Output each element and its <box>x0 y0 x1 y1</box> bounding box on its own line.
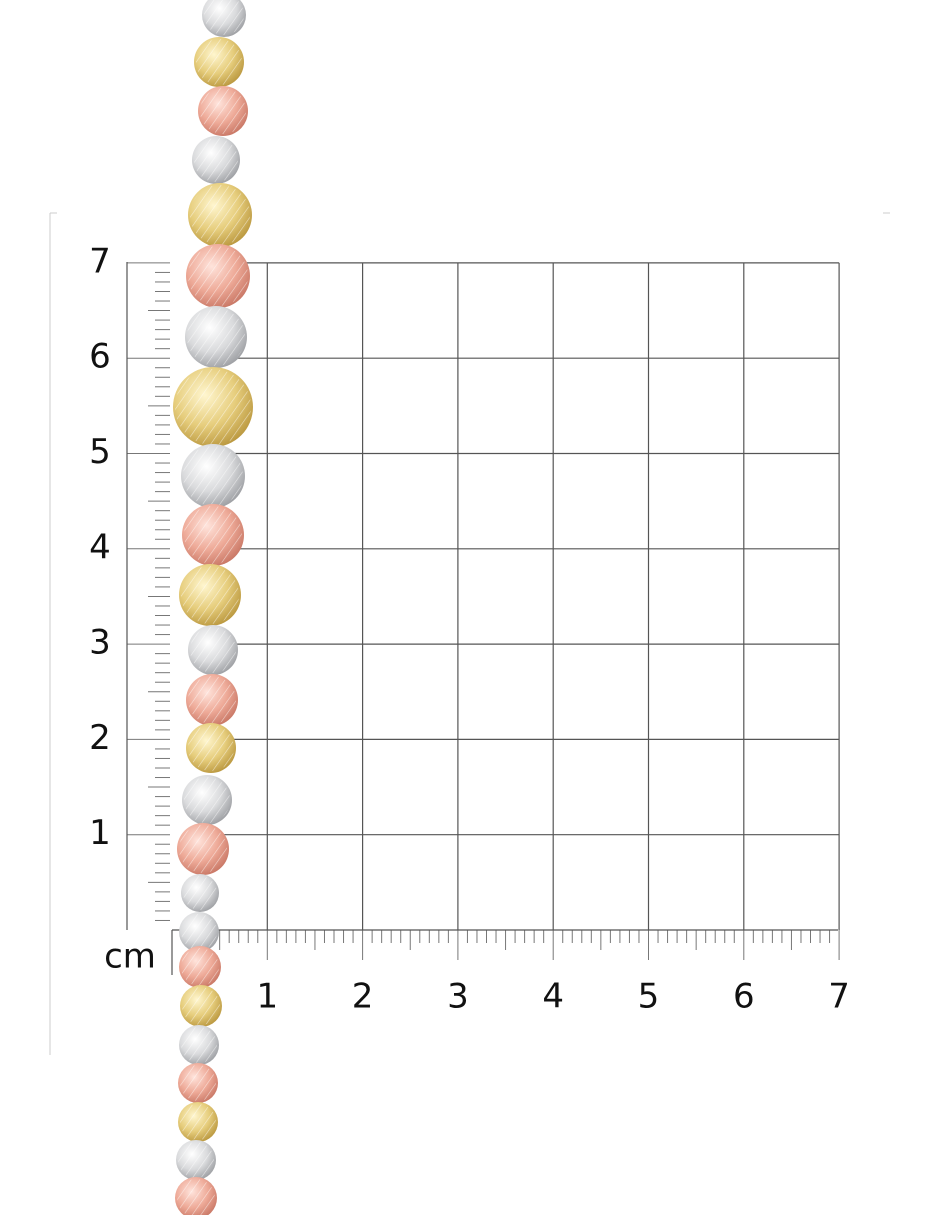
x-label: 2 <box>352 977 374 1017</box>
bead-texture <box>181 566 239 624</box>
bead-texture <box>187 308 245 366</box>
bead-texture <box>190 185 250 245</box>
unit-label: cm <box>104 937 156 977</box>
bead-texture <box>194 138 238 182</box>
ruler-labels: 1 2 3 4 5 6 7 1 2 3 4 5 6 7 <box>89 241 850 1016</box>
bead-texture <box>188 676 236 724</box>
y-label: 1 <box>89 813 111 853</box>
x-label: 1 <box>256 977 278 1017</box>
bead-texture <box>178 1142 214 1178</box>
ruler-ticks <box>127 262 840 960</box>
x-label: 7 <box>828 977 850 1017</box>
bead-texture <box>180 1065 216 1101</box>
bead-texture <box>175 369 251 445</box>
bead-texture <box>188 725 234 771</box>
bead-texture <box>180 1104 216 1140</box>
bead-texture <box>181 948 219 986</box>
bead-texture <box>183 446 243 506</box>
bead-texture <box>181 1027 217 1063</box>
y-label: 6 <box>89 337 111 377</box>
y-label: 4 <box>89 527 111 567</box>
x-label: 4 <box>542 977 564 1017</box>
bead-texture <box>196 39 242 85</box>
bead-texture <box>181 914 217 950</box>
x-label: 5 <box>638 977 660 1017</box>
bead-texture <box>204 0 244 35</box>
bead-texture <box>188 246 248 306</box>
bead-texture <box>182 987 220 1025</box>
grid <box>220 262 840 930</box>
bead-texture <box>200 88 246 134</box>
y-label: 2 <box>89 718 111 758</box>
bead-texture <box>179 825 227 873</box>
bead-texture <box>183 876 217 910</box>
y-label: 7 <box>89 241 111 281</box>
y-label: 5 <box>89 432 111 472</box>
x-label: 3 <box>447 977 469 1017</box>
bracelet <box>173 0 253 1215</box>
bead-texture <box>190 627 236 673</box>
y-label: 3 <box>89 623 111 663</box>
x-label: 6 <box>733 977 755 1017</box>
bead-texture <box>184 506 242 564</box>
frame <box>49 212 890 1055</box>
bead-texture <box>184 777 230 823</box>
bead-texture <box>177 1179 215 1215</box>
